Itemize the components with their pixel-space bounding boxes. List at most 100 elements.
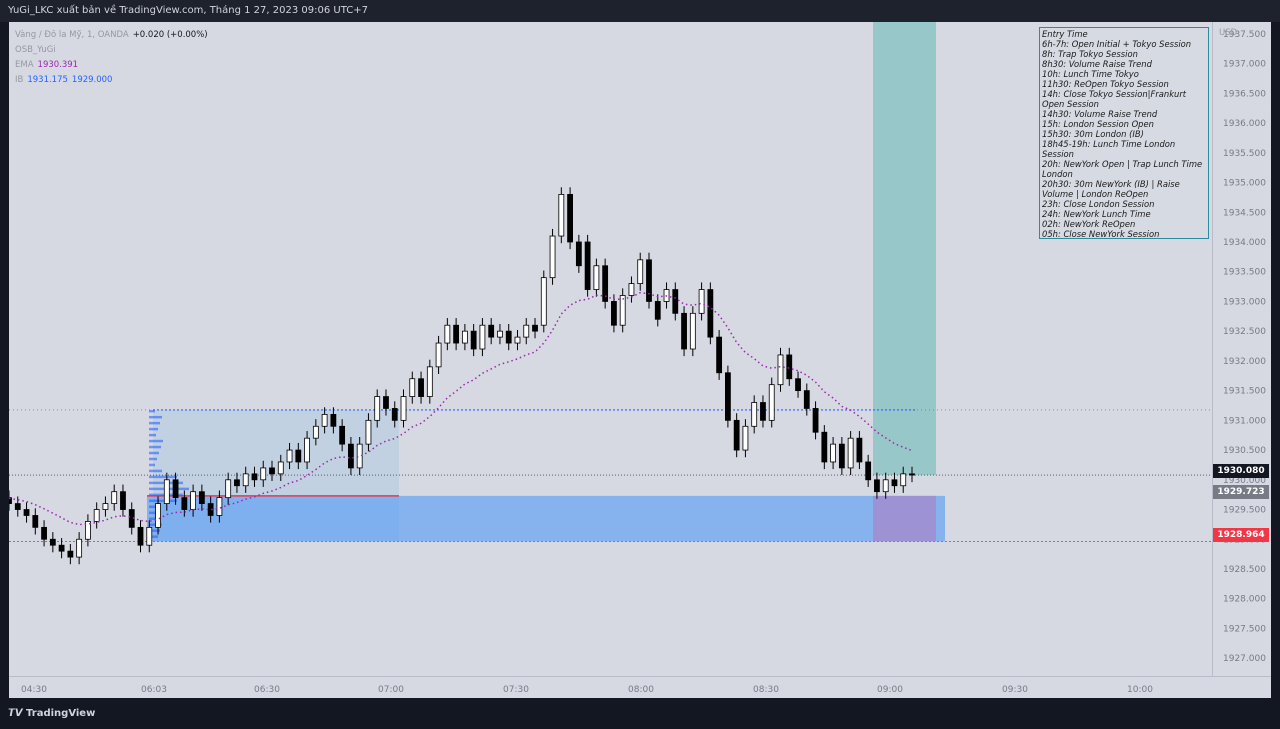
volume-profile-bar	[149, 433, 156, 437]
note-line: Entry Time	[1042, 29, 1088, 39]
candle-body	[593, 265, 600, 290]
note-line: 8h: Trap Tokyo Session	[1042, 49, 1138, 59]
candle-body	[426, 366, 433, 397]
candle-body	[751, 402, 758, 427]
y-tick-label: 1934.000	[1223, 238, 1266, 248]
candle-body	[383, 396, 389, 409]
candle-body	[102, 503, 109, 510]
candle-body	[111, 491, 118, 504]
candle-body	[461, 330, 468, 344]
ib-low-value: 1929.000	[71, 75, 113, 85]
candle-body	[146, 526, 153, 546]
candle-body	[49, 538, 56, 546]
candle-body	[295, 449, 302, 463]
y-tick-label: 1931.000	[1223, 416, 1266, 426]
x-tick-label: 09:30	[1002, 685, 1028, 695]
y-tick-label: 1929.500	[1223, 506, 1266, 516]
price-chart	[9, 22, 1212, 565]
mid-price-badge: 1929.723	[1213, 485, 1269, 499]
y-tick-label: 1927.500	[1223, 624, 1266, 634]
x-tick-label: 08:00	[628, 685, 654, 695]
stop-zone	[147, 495, 945, 542]
volume-profile-bar	[149, 415, 162, 419]
ib-label[interactable]: IB	[15, 75, 24, 85]
candle-body	[891, 479, 898, 487]
price-axis[interactable]: 1937.500 1937.000 1936.500 1936.000 1935.500…	[1212, 22, 1272, 676]
y-tick-label: 1933.500	[1223, 268, 1266, 278]
candle-body	[909, 473, 915, 476]
y-tick-label: 1937.000	[1223, 60, 1266, 70]
chart-pane[interactable]: Vàng / Đô la Mỹ, 1, OANDA +0.020 (+0.00%)…	[9, 22, 1212, 676]
candle-body	[14, 503, 21, 510]
candle-body	[172, 479, 179, 499]
note-line: 6h-7h: Open Initial + Tokyo Session	[1042, 39, 1192, 49]
volume-profile-bar	[149, 505, 159, 509]
volume-profile-bar	[149, 421, 160, 425]
candle-body	[137, 526, 144, 546]
candle-body	[602, 265, 609, 302]
candle-body	[532, 324, 538, 332]
ema-line	[9, 291, 913, 526]
candle-body	[269, 467, 275, 475]
candle-body	[812, 408, 819, 433]
osb-indicator-label[interactable]: OSB_YuGi	[15, 45, 56, 55]
candle-body	[242, 473, 249, 487]
volume-profile-bar	[149, 529, 160, 532]
note-line: 18h45-19h: Lunch Time London Session	[1042, 139, 1178, 159]
candle-body	[760, 402, 766, 421]
candle-body	[67, 550, 74, 558]
candle-body	[120, 491, 126, 510]
candle-body	[514, 336, 521, 344]
candle-body	[654, 301, 661, 320]
candle-body	[619, 295, 626, 326]
price-axis-labels: 1937.500 1937.000 1936.500 1936.000 1935.500…	[1223, 30, 1266, 664]
y-tick-label: 1930.000	[1223, 476, 1266, 486]
candle-body	[76, 538, 83, 558]
candle-body	[838, 443, 845, 469]
right-border	[1271, 22, 1280, 698]
candle-body	[733, 419, 740, 451]
candle-body	[497, 330, 503, 338]
ema-label[interactable]: EMA	[15, 60, 34, 70]
note-line: 24h: NewYork Lunch Time	[1042, 209, 1151, 219]
candle-body	[672, 289, 679, 314]
footer-bar: 𝙏𝙑 TradingView	[0, 698, 1280, 729]
candle-body	[795, 378, 801, 392]
candle-body	[470, 330, 477, 350]
candle-body	[549, 235, 556, 279]
candle-body	[93, 509, 100, 522]
currency-label: USD	[1219, 28, 1238, 38]
candle-body	[575, 241, 582, 267]
session-notes-box[interactable]: Entry Time 6h-7h: Open Initial + Tokyo Se…	[1039, 27, 1209, 239]
candle-body	[698, 289, 705, 314]
note-line: 05h: Close NewYork Session	[1042, 229, 1160, 239]
candle-body	[856, 437, 863, 463]
candle-body	[435, 342, 442, 368]
candle-body	[190, 491, 197, 510]
y-tick-label: 1937.500	[1223, 30, 1266, 40]
volume-profile-bar	[149, 439, 163, 443]
volume-profile-bar	[149, 451, 159, 455]
candle-body	[689, 312, 696, 350]
candle-body	[339, 425, 346, 445]
candle-body	[58, 544, 65, 552]
candle-body	[900, 473, 907, 487]
candle-body	[505, 330, 512, 344]
volume-profile-bar	[149, 517, 155, 520]
candle-body	[874, 479, 880, 493]
time-axis[interactable]: 04:30 06:03 06:30 07:00 07:30 08:00 08:30 09:00…	[9, 676, 1271, 699]
candle-body	[418, 378, 424, 397]
candle-body	[128, 509, 135, 528]
y-tick-label: 1932.500	[1223, 327, 1266, 337]
candle-body	[32, 515, 39, 528]
candle-body	[567, 194, 573, 243]
candle-body	[304, 437, 310, 463]
tradingview-logo[interactable]: 𝙏𝙑 TradingView	[8, 708, 96, 719]
x-tick-label: 07:30	[503, 685, 529, 695]
candle-body	[312, 425, 319, 439]
candle-body	[400, 396, 407, 421]
x-tick-label: 08:30	[753, 685, 779, 695]
change-label: +0.020 (+0.00%)	[132, 30, 208, 40]
note-line: 02h: NewYork ReOpen	[1042, 219, 1136, 229]
tv-logo-icon: 𝙏𝙑	[8, 708, 27, 719]
